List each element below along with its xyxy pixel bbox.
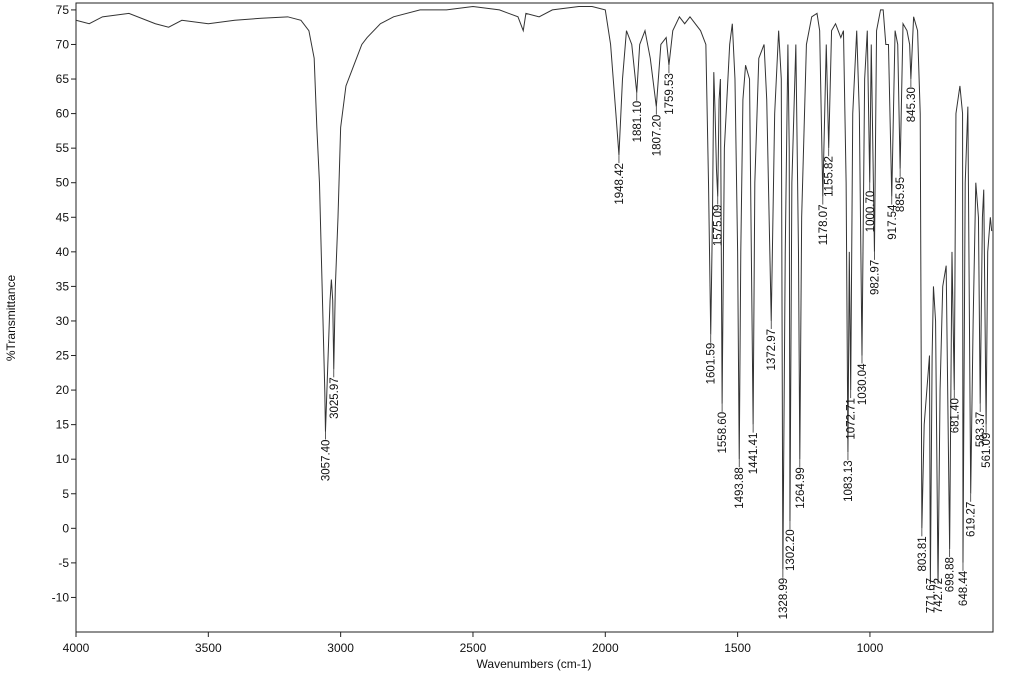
peak-label: 982.97 bbox=[869, 260, 881, 295]
peak-label: 1328.99 bbox=[778, 578, 790, 620]
y-tick-label: 15 bbox=[56, 418, 70, 432]
peak-label: 1759.53 bbox=[664, 73, 676, 115]
peak-label: 561.09 bbox=[981, 433, 993, 468]
peak-label: 885.95 bbox=[895, 177, 907, 212]
y-tick-label: 0 bbox=[62, 521, 69, 535]
x-tick-label: 3000 bbox=[327, 641, 354, 655]
x-tick-label: 2000 bbox=[592, 641, 619, 655]
y-axis-label: %Transmittance bbox=[4, 275, 18, 362]
peak-label: 917.54 bbox=[887, 204, 899, 240]
peak-label: 648.44 bbox=[958, 570, 970, 606]
peak-label: 619.27 bbox=[966, 502, 978, 537]
y-tick-label: 30 bbox=[56, 314, 70, 328]
y-tick-label: 20 bbox=[56, 383, 70, 397]
x-tick-label: 1000 bbox=[857, 641, 884, 655]
peak-label: 1155.82 bbox=[824, 156, 836, 197]
plot-frame bbox=[75, 2, 994, 633]
y-tick-label: 55 bbox=[56, 141, 70, 155]
peak-label: 1948.42 bbox=[614, 163, 626, 205]
y-tick-label: 45 bbox=[56, 210, 70, 224]
peak-label: 1493.88 bbox=[734, 467, 746, 509]
y-tick-label: 70 bbox=[56, 37, 70, 51]
peak-label: 1558.60 bbox=[717, 412, 729, 454]
peak-label: 1372.97 bbox=[766, 329, 778, 371]
y-tick-label: -5 bbox=[58, 556, 69, 570]
y-tick-label: 10 bbox=[56, 452, 70, 466]
peak-label: 1441.41 bbox=[748, 433, 760, 475]
y-tick-label: 75 bbox=[56, 3, 70, 17]
peak-label: 1000.70 bbox=[865, 191, 877, 233]
y-tick-label: 5 bbox=[62, 487, 69, 501]
peak-label: 845.30 bbox=[906, 87, 918, 122]
y-tick-label: 25 bbox=[56, 349, 70, 363]
peak-label: 771.67 bbox=[925, 578, 937, 613]
x-axis-label: Wavenumbers (cm-1) bbox=[477, 657, 592, 671]
x-tick-label: 1500 bbox=[724, 641, 751, 655]
y-tick-label: 65 bbox=[56, 72, 70, 86]
y-tick-label: 50 bbox=[56, 176, 70, 190]
y-tick-label: -10 bbox=[52, 590, 70, 604]
y-tick-label: 60 bbox=[56, 107, 70, 121]
peak-label: 1302.20 bbox=[785, 529, 797, 571]
x-tick-label: 3500 bbox=[195, 641, 222, 655]
peak-label: 803.81 bbox=[917, 536, 929, 571]
peak-label: 1072.71 bbox=[846, 398, 858, 440]
peak-label: 1807.20 bbox=[651, 115, 663, 157]
peak-label: 1083.13 bbox=[843, 460, 855, 502]
peak-label: 1030.04 bbox=[857, 363, 869, 405]
y-tick-label: 40 bbox=[56, 245, 70, 259]
peak-label: 1264.99 bbox=[795, 467, 807, 509]
peak-label: 742.72 bbox=[933, 578, 945, 613]
peak-label: 1601.59 bbox=[706, 343, 718, 385]
x-tick-label: 2500 bbox=[460, 641, 487, 655]
peak-label: 681.40 bbox=[949, 398, 961, 433]
peak-label: 1178.07 bbox=[818, 205, 830, 246]
x-tick-label: 4000 bbox=[63, 641, 90, 655]
peak-label: 1881.10 bbox=[632, 101, 644, 143]
peak-label: 3057.40 bbox=[320, 440, 332, 482]
y-tick-label: 35 bbox=[56, 279, 70, 293]
spectrum-line bbox=[75, 5, 993, 584]
peak-label: 3025.97 bbox=[329, 377, 341, 419]
peak-label: 1575.09 bbox=[713, 205, 725, 247]
peak-label: 583.37 bbox=[975, 412, 987, 447]
peak-label: 698.88 bbox=[945, 557, 957, 592]
